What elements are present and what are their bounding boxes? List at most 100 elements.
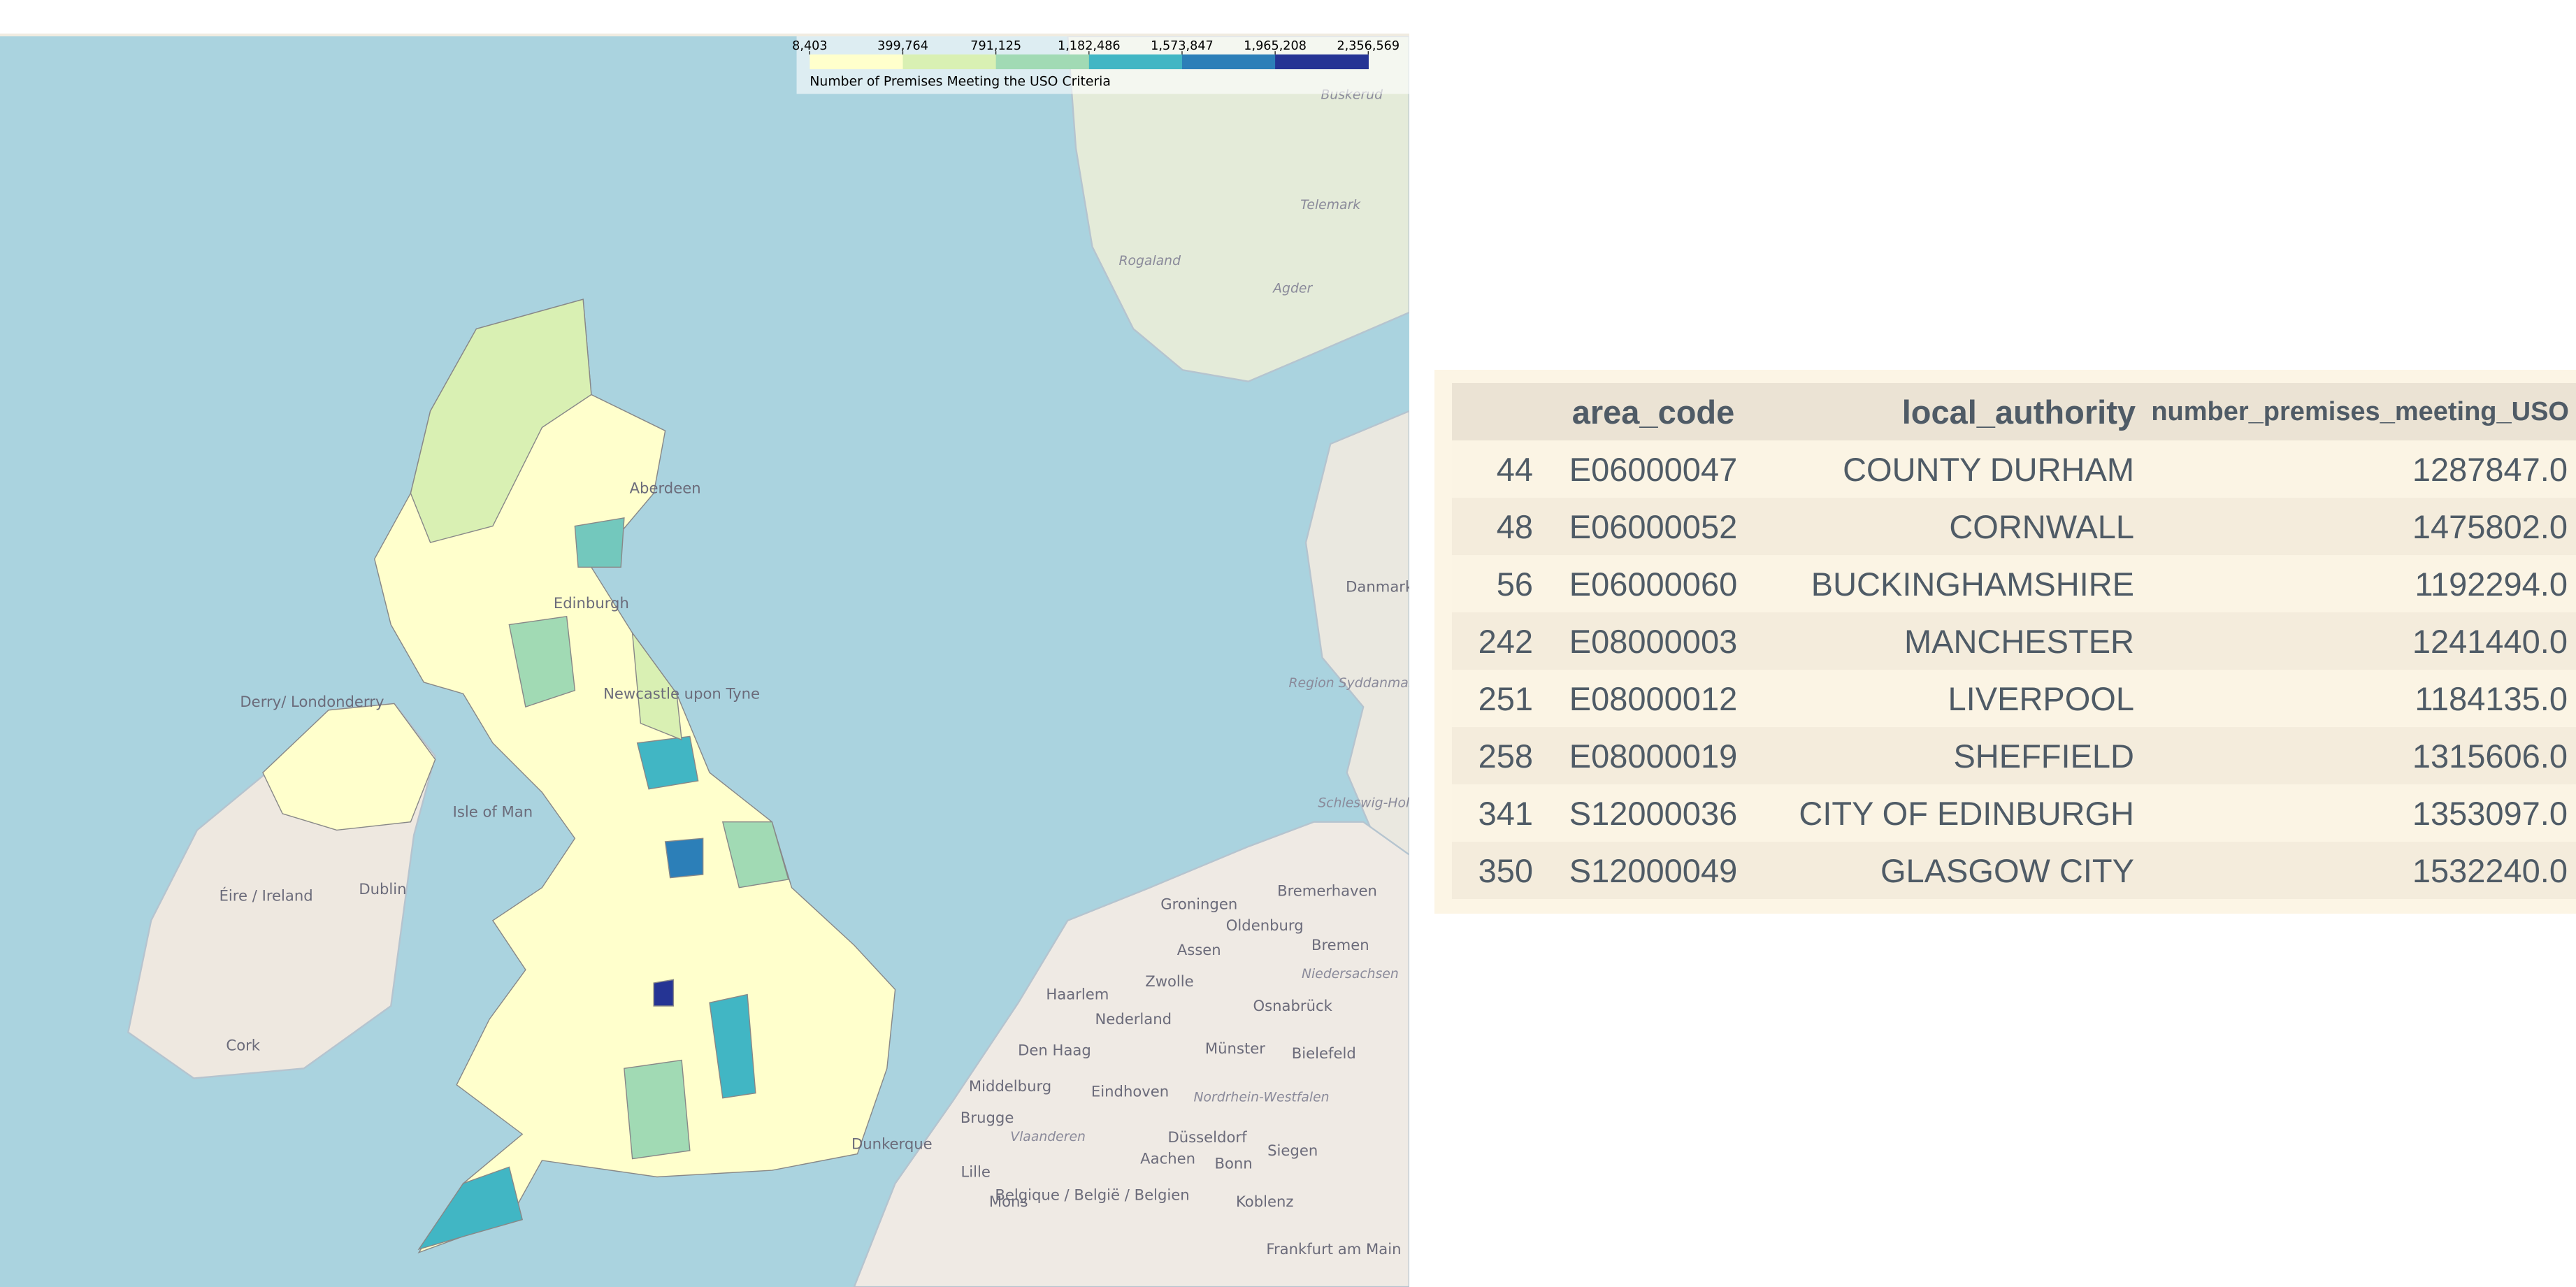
place-label: Bremen xyxy=(1311,936,1369,954)
separator xyxy=(0,34,1409,36)
continent xyxy=(853,821,1409,1287)
region xyxy=(508,616,576,708)
place-label: Lille xyxy=(960,1163,990,1180)
table-cell: E06000047 xyxy=(1541,440,1765,498)
place-label: Isle of Man xyxy=(453,803,533,821)
place-label: Koblenz xyxy=(1236,1193,1294,1210)
row-index: 56 xyxy=(1452,555,1541,612)
place-label: Derry/ Londonderry xyxy=(240,693,384,710)
colorbar-segment xyxy=(902,54,997,70)
place-label: Dunkerque xyxy=(851,1135,933,1153)
table-cell: SHEFFIELD xyxy=(1765,727,2143,784)
place-label: Mons xyxy=(989,1193,1028,1210)
legend-tick-label: 2,356,569 xyxy=(1337,39,1399,53)
table-container: area_code local_authority number_premises_… xyxy=(1434,370,2576,914)
legend-tick-label: 399,764 xyxy=(877,39,928,53)
place-label: Niedersachsen xyxy=(1302,967,1399,982)
colorbar-segment xyxy=(810,54,904,70)
table-row: 350 S12000049 GLASGOW CITY 1532240.0 xyxy=(1452,842,2576,899)
column-header: area_code xyxy=(1541,383,1765,440)
place-label: Dublin xyxy=(359,880,406,898)
table-cell: 1353097.0 xyxy=(2143,784,2576,842)
table-row: 258 E08000019 SHEFFIELD 1315606.0 xyxy=(1452,727,2576,784)
row-index: 258 xyxy=(1452,727,1541,784)
row-index: 350 xyxy=(1452,842,1541,899)
place-label: Bremerhaven xyxy=(1277,882,1377,899)
place-label: Assen xyxy=(1177,941,1221,958)
table-row: 242 E08000003 MANCHESTER 1241440.0 xyxy=(1452,612,2576,670)
table-cell: 1287847.0 xyxy=(2143,440,2576,498)
row-index: 242 xyxy=(1452,612,1541,670)
table-cell: E08000012 xyxy=(1541,670,1765,727)
table-row: 251 E08000012 LIVERPOOL 1184135.0 xyxy=(1452,670,2576,727)
colorbar-segment xyxy=(1275,54,1369,70)
colorbar-segment xyxy=(995,54,1090,70)
column-header: number_premises_meeting_USO xyxy=(2143,383,2576,440)
place-label: Vlaanderen xyxy=(1010,1130,1086,1144)
place-label: Aberdeen xyxy=(630,480,701,497)
region xyxy=(653,979,675,1007)
place-label: Bielefeld xyxy=(1292,1044,1356,1062)
row-index: 251 xyxy=(1452,670,1541,727)
table-cell: GLASGOW CITY xyxy=(1765,842,2143,899)
place-label: Schleswig-Holstein xyxy=(1318,796,1409,811)
header-row: area_code local_authority number_premises_… xyxy=(1452,383,2576,440)
place-label: Groningen xyxy=(1160,895,1237,912)
place-label: Aachen xyxy=(1140,1150,1195,1167)
table-cell: E06000060 xyxy=(1541,555,1765,612)
place-label: Frankfurt am Main xyxy=(1266,1240,1401,1258)
legend-tick-label: 791,125 xyxy=(970,39,1021,53)
data-table: area_code local_authority number_premises_… xyxy=(1452,383,2576,899)
legend-caption: Number of Premises Meeting the USO Crite… xyxy=(810,75,1111,89)
table-row: 48 E06000052 CORNWALL 1475802.0 xyxy=(1452,498,2576,555)
norway xyxy=(1067,36,1409,382)
table-row: 44 E06000047 COUNTY DURHAM 1287847.0 xyxy=(1452,440,2576,498)
legend-tick-label: 8,403 xyxy=(792,39,827,53)
table-cell: LIVERPOOL xyxy=(1765,670,2143,727)
place-label: Telemark xyxy=(1300,198,1361,213)
region xyxy=(664,837,704,879)
table-cell: 1184135.0 xyxy=(2143,670,2576,727)
region xyxy=(631,631,682,741)
place-label: Region Syddanmark xyxy=(1289,676,1409,691)
denmark xyxy=(1304,410,1409,856)
place-label: Münster xyxy=(1205,1040,1265,1057)
place-label: Nederland xyxy=(1095,1010,1172,1028)
place-label: Zwolle xyxy=(1145,972,1193,990)
place-label: Éire / Ireland xyxy=(220,887,313,905)
column-header: local_authority xyxy=(1765,383,2143,440)
legend-tick-label: 1,965,208 xyxy=(1244,39,1307,53)
table-cell: 1192294.0 xyxy=(2143,555,2576,612)
place-label: Nordrhein-Westfalen xyxy=(1193,1090,1329,1105)
table-cell: S12000036 xyxy=(1541,784,1765,842)
place-label: Den Haag xyxy=(1018,1042,1091,1059)
place-label: Brugge xyxy=(960,1109,1014,1126)
legend-tick-label: 1,573,847 xyxy=(1151,39,1214,53)
table-cell: BUCKINGHAMSHIRE xyxy=(1765,555,2143,612)
table-cell: CORNWALL xyxy=(1765,498,2143,555)
table-cell: CITY OF EDINBURGH xyxy=(1765,784,2143,842)
place-label: Düsseldorf xyxy=(1167,1128,1247,1146)
place-label: Siegen xyxy=(1267,1142,1318,1159)
table-cell: 1532240.0 xyxy=(2143,842,2576,899)
table-cell: 1315606.0 xyxy=(2143,727,2576,784)
place-label: Eindhoven xyxy=(1091,1082,1169,1100)
table-cell: MANCHESTER xyxy=(1765,612,2143,670)
colorbar-segment xyxy=(1181,54,1276,70)
place-label: Agder xyxy=(1272,282,1313,296)
region xyxy=(410,299,592,543)
colorbar-segment xyxy=(1088,54,1183,70)
place-label: Middelburg xyxy=(969,1077,1051,1095)
row-index: 48 xyxy=(1452,498,1541,555)
table-row: 56 E06000060 BUCKINGHAMSHIRE 1192294.0 xyxy=(1452,555,2576,612)
place-label: Bonn xyxy=(1214,1155,1252,1172)
table-cell: COUNTY DURHAM xyxy=(1765,440,2143,498)
table-cell: E08000019 xyxy=(1541,727,1765,784)
region xyxy=(417,1166,524,1251)
legend: 8,403 399,764 791,125 1,182,486 1,573,847 1,9… xyxy=(792,39,1399,89)
table-row: 341 S12000036 CITY OF EDINBURGH 1353097.0 xyxy=(1452,784,2576,842)
place-label: Danmark xyxy=(1346,578,1409,596)
place-label: Belgique / België / Belgien xyxy=(995,1186,1189,1203)
place-label: Cork xyxy=(226,1036,260,1054)
